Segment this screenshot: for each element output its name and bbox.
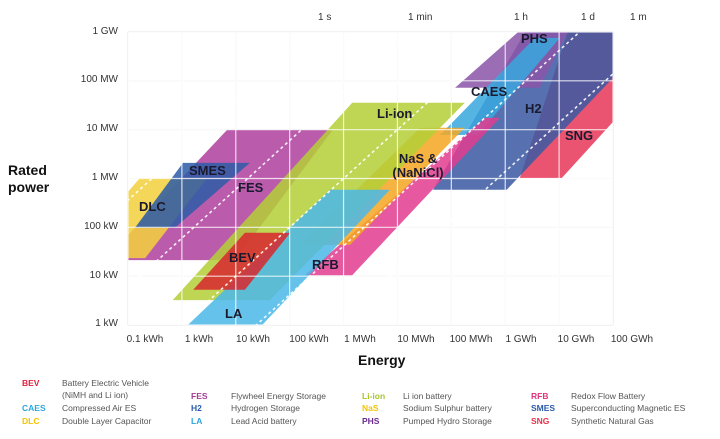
duration-label: 1 s	[318, 12, 332, 23]
legend-desc: Double Layer Capacitor	[62, 416, 152, 426]
legend-code: NaS	[362, 403, 379, 413]
legend-desc: Li ion battery	[403, 391, 452, 401]
x-tick-label: 100 MWh	[449, 334, 493, 345]
x-tick-label: 100 GWh	[610, 334, 654, 345]
legend-code: CAES	[22, 403, 46, 413]
label-la: LA	[225, 306, 243, 321]
legend-code: DLC	[22, 416, 40, 426]
legend-code: SMES	[531, 403, 556, 413]
y-tick-label: 10 MW	[86, 123, 118, 134]
legend-desc: Battery Electric Vehicle	[62, 378, 149, 388]
legend-code: BEV	[22, 378, 40, 388]
legend-desc: Flywheel Energy Storage	[231, 391, 326, 401]
legend-desc: Lead Acid battery	[231, 416, 297, 426]
label-li-ion: Li-ion	[377, 106, 413, 121]
label-caes: CAES	[471, 84, 508, 99]
label-phs: PHS	[521, 31, 548, 46]
legend-desc: Superconducting Magnetic ES	[571, 403, 686, 413]
x-tick-label: 1 kWh	[184, 334, 214, 345]
duration-label: 1 d	[581, 12, 595, 23]
x-tick-label: 10 kWh	[236, 334, 270, 345]
x-tick-label: 10 MWh	[397, 334, 435, 345]
duration-label: 1 min	[408, 12, 433, 23]
area-la	[187, 189, 390, 325]
legend-code: H2	[191, 403, 202, 413]
legend-desc: Synthetic Natural Gas	[571, 416, 654, 426]
x-tick-label: 0.1 kWh	[126, 334, 164, 345]
area-smes	[135, 162, 250, 228]
y-tick-label: 1 kW	[95, 318, 118, 329]
y-axis-title: Rated power	[8, 162, 50, 195]
area-caes	[440, 37, 560, 135]
x-tick-label: 100 kWh	[289, 334, 329, 345]
label-nas-line1: NaS &	[398, 151, 438, 166]
y-tick-label: 10 kW	[89, 270, 118, 281]
area-h2	[433, 32, 613, 190]
legend-desc: Pumped Hydro Storage	[403, 416, 492, 426]
label-dlc: DLC	[139, 199, 166, 214]
legend-desc: Compressed Air ES	[62, 403, 137, 413]
label-rfb: RFB	[312, 257, 339, 272]
x-tick-label: 1 GWh	[505, 334, 537, 345]
label-nas-line2: (NaNiCl)	[392, 165, 444, 180]
duration-label: 1 h	[514, 12, 528, 23]
technology-areas	[128, 32, 613, 325]
legend-code: FES	[191, 391, 208, 401]
legend-code: Li-ion	[362, 391, 386, 401]
label-nas: NaS & (NaNiCl)	[378, 152, 458, 180]
area-bev	[193, 232, 291, 290]
x-axis-title: Energy	[358, 352, 406, 368]
label-h2: H2	[525, 101, 542, 116]
y-tick-label: 100 MW	[80, 74, 118, 85]
label-bev: BEV	[229, 250, 256, 265]
x-tick-label: 1 MWh	[344, 334, 376, 345]
legend-code: RFB	[531, 391, 549, 401]
label-fes: FES	[238, 180, 264, 195]
legend-code: LA	[191, 416, 203, 426]
legend-desc: Hydrogen Storage	[231, 403, 300, 413]
x-tick-label: 10 GWh	[557, 334, 595, 345]
y-tick-label: 1 MW	[91, 172, 118, 183]
legend-desc: (NiMH and Li ion)	[62, 390, 129, 400]
y-tick-label: 100 kW	[84, 221, 118, 232]
label-smes: SMES	[189, 163, 226, 178]
legend-desc: Redox Flow Battery	[571, 391, 646, 401]
legend-code: SNG	[531, 416, 550, 426]
legend-code: PHS	[362, 416, 380, 426]
duration-label: 1 m	[630, 12, 647, 23]
y-tick-label: 1 GW	[92, 26, 118, 37]
label-sng: SNG	[565, 128, 594, 143]
legend-desc: Sodium Sulphur battery	[403, 403, 492, 413]
